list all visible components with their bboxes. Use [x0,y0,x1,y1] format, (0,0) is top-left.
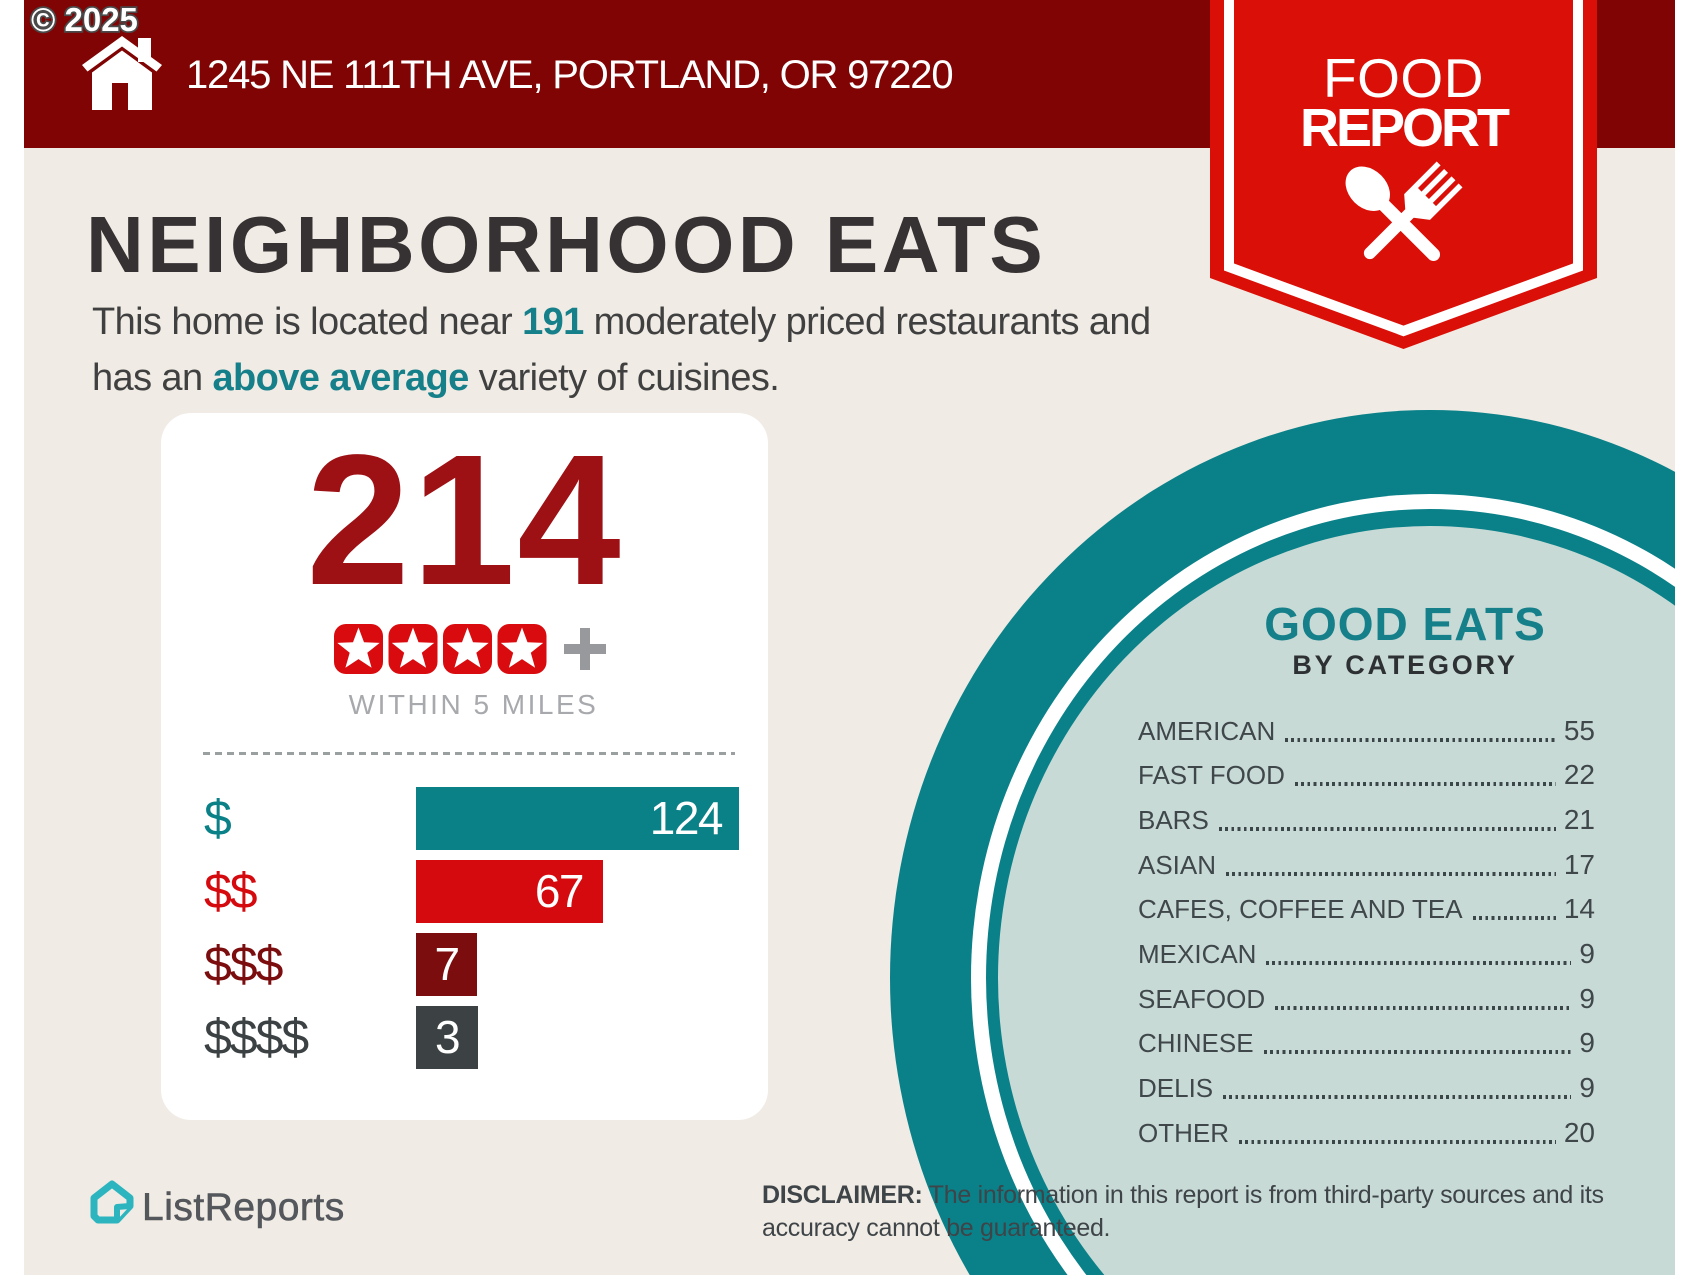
svg-text:REPORT: REPORT [1300,98,1510,158]
svg-text:FOOD: FOOD [1323,47,1484,109]
